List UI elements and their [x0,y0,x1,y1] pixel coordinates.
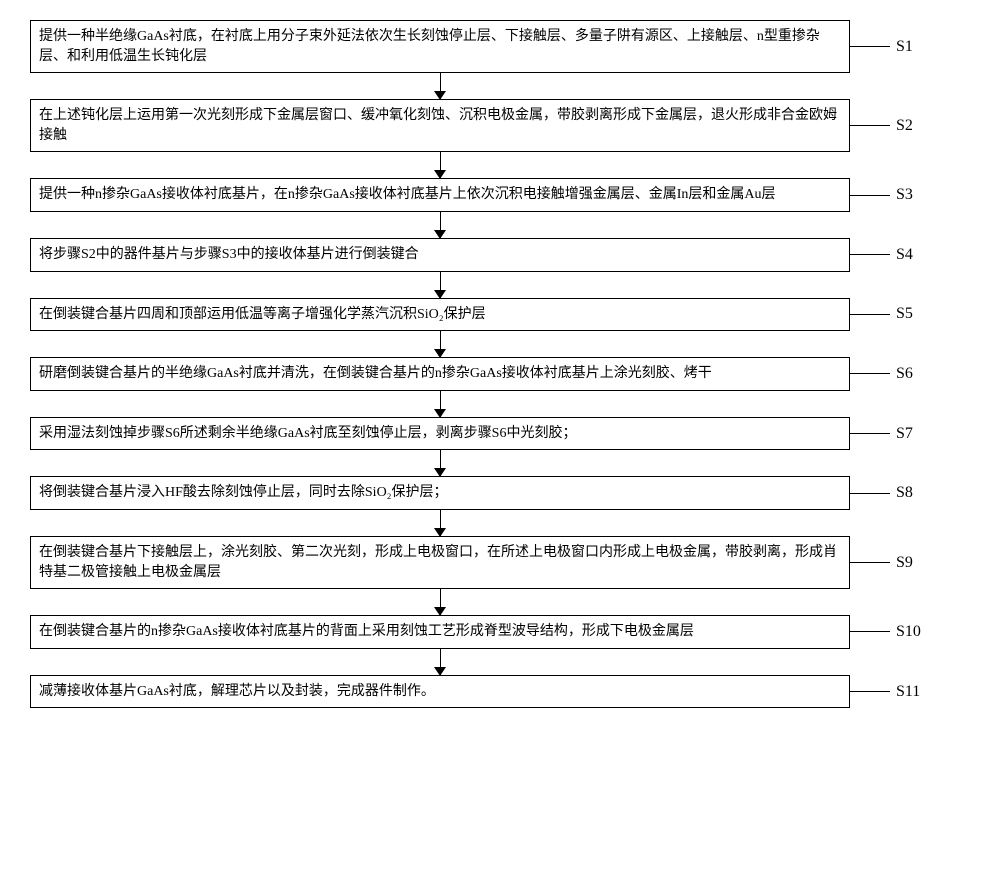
step-label: S10 [890,623,921,641]
flow-step-box: 研磨倒装键合基片的半绝缘GaAs衬底并清洗，在倒装键合基片的n掺杂GaAs接收体… [30,357,850,391]
step-connector [850,125,890,126]
flow-step-row: 提供一种n掺杂GaAs接收体衬底基片，在n掺杂GaAs接收体衬底基片上依次沉积电… [30,178,980,212]
flow-step-box: 在倒装键合基片下接触层上，涂光刻胶、第二次光刻，形成上电极窗口，在所述上电极窗口… [30,536,850,589]
flow-step-row: 减薄接收体基片GaAs衬底，解理芯片以及封装，完成器件制作。 S11 [30,675,980,709]
flow-arrow [30,510,850,536]
flow-arrow [30,450,850,476]
step-connector [850,631,890,632]
flowchart-container: 提供一种半绝缘GaAs衬底，在衬底上用分子束外延法依次生长刻蚀停止层、下接触层、… [30,20,980,708]
step-label: S8 [890,484,913,502]
step-label: S1 [890,38,913,56]
step-label: S5 [890,305,913,323]
flow-step-row: 在上述钝化层上运用第一次光刻形成下金属层窗口、缓冲氧化刻蚀、沉积电极金属，带胶剥… [30,99,980,152]
step-connector [850,195,890,196]
flow-step-row: 提供一种半绝缘GaAs衬底，在衬底上用分子束外延法依次生长刻蚀停止层、下接触层、… [30,20,980,73]
flow-step-row: 在倒装键合基片的n掺杂GaAs接收体衬底基片的背面上采用刻蚀工艺形成脊型波导结构… [30,615,980,649]
step-connector [850,373,890,374]
flow-step-box: 在上述钝化层上运用第一次光刻形成下金属层窗口、缓冲氧化刻蚀、沉积电极金属，带胶剥… [30,99,850,152]
flow-arrow [30,73,850,99]
step-connector [850,691,890,692]
flow-arrow [30,272,850,298]
flow-step-box: 将倒装键合基片浸入HF酸去除刻蚀停止层，同时去除SiO₂保护层； [30,476,850,510]
step-label: S3 [890,186,913,204]
flow-arrow [30,391,850,417]
flow-arrow [30,212,850,238]
flow-step-box: 在倒装键合基片的n掺杂GaAs接收体衬底基片的背面上采用刻蚀工艺形成脊型波导结构… [30,615,850,649]
flow-step-box: 将步骤S2中的器件基片与步骤S3中的接收体基片进行倒装键合 [30,238,850,272]
step-connector [850,562,890,563]
flow-step-box: 提供一种n掺杂GaAs接收体衬底基片，在n掺杂GaAs接收体衬底基片上依次沉积电… [30,178,850,212]
flow-step-box: 采用湿法刻蚀掉步骤S6所述剩余半绝缘GaAs衬底至刻蚀停止层，剥离步骤S6中光刻… [30,417,850,451]
step-label: S4 [890,246,913,264]
flow-step-row: 在倒装键合基片四周和顶部运用低温等离子增强化学蒸汽沉积SiO₂保护层 S5 [30,298,980,332]
flow-step-box: 减薄接收体基片GaAs衬底，解理芯片以及封装，完成器件制作。 [30,675,850,709]
step-connector [850,314,890,315]
step-connector [850,493,890,494]
flow-arrow [30,331,850,357]
flow-step-box: 在倒装键合基片四周和顶部运用低温等离子增强化学蒸汽沉积SiO₂保护层 [30,298,850,332]
flow-arrow [30,649,850,675]
step-label: S6 [890,365,913,383]
flow-step-row: 将步骤S2中的器件基片与步骤S3中的接收体基片进行倒装键合 S4 [30,238,980,272]
step-connector [850,254,890,255]
step-label: S7 [890,425,913,443]
flow-arrow [30,152,850,178]
step-connector [850,46,890,47]
flow-step-row: 采用湿法刻蚀掉步骤S6所述剩余半绝缘GaAs衬底至刻蚀停止层，剥离步骤S6中光刻… [30,417,980,451]
flow-step-row: 研磨倒装键合基片的半绝缘GaAs衬底并清洗，在倒装键合基片的n掺杂GaAs接收体… [30,357,980,391]
step-label: S2 [890,117,913,135]
flow-step-box: 提供一种半绝缘GaAs衬底，在衬底上用分子束外延法依次生长刻蚀停止层、下接触层、… [30,20,850,73]
flow-step-row: 将倒装键合基片浸入HF酸去除刻蚀停止层，同时去除SiO₂保护层； S8 [30,476,980,510]
flow-step-row: 在倒装键合基片下接触层上，涂光刻胶、第二次光刻，形成上电极窗口，在所述上电极窗口… [30,536,980,589]
step-connector [850,433,890,434]
flow-arrow [30,589,850,615]
step-label: S11 [890,683,920,701]
step-label: S9 [890,554,913,572]
